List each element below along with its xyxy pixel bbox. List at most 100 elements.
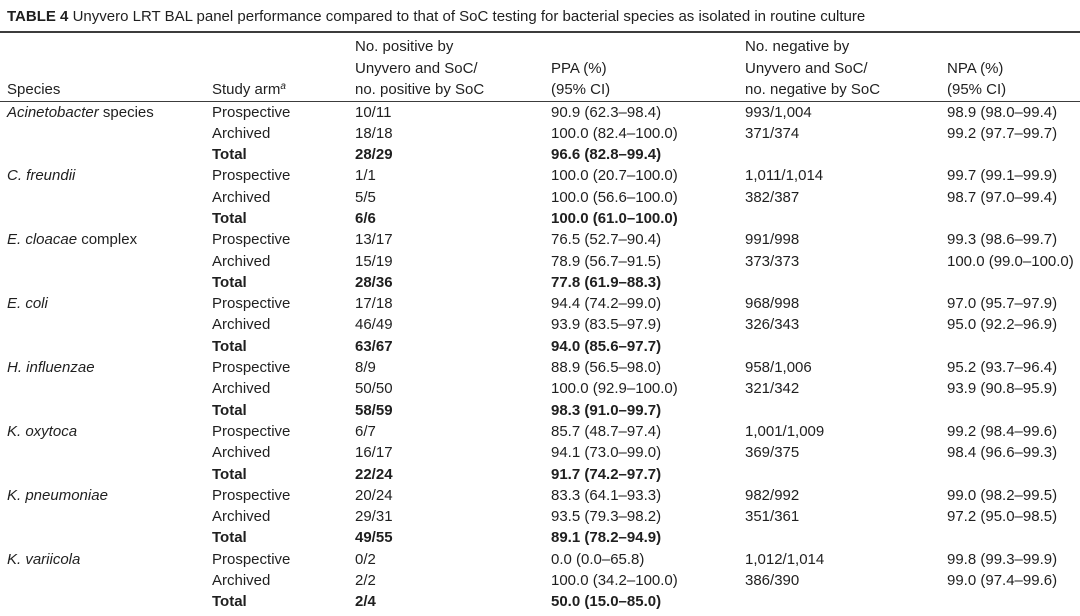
column-header-npa: NPA (%) (95% CI)	[947, 36, 1080, 101]
positive-agreement-count-cell: 58/59	[355, 401, 393, 419]
species-cell	[7, 272, 212, 293]
study-arm-cell: Archived	[212, 444, 271, 462]
species-name: E. cloacae	[7, 231, 78, 249]
table-row-prospective: K. variicola Prospective 0/2 0.0 (0.0–65.8)…	[7, 549, 1080, 570]
negative-agreement-count-cell: 993/1,004	[745, 103, 812, 121]
positive-agreement-count-cell: 8/9	[355, 359, 376, 377]
species-cell	[7, 336, 212, 357]
table-row-prospective: H. influenzae Prospective 8/9 88.9 (56.5–98…	[7, 357, 1080, 378]
ppa-cell: 100.0 (34.2–100.0)	[551, 572, 678, 590]
column-header-negative: No. negative by Unyvero and SoC/ no. neg…	[745, 36, 947, 101]
species-cell: E. cloacae complex	[7, 229, 212, 250]
negative-agreement-count-cell: 326/343	[745, 316, 800, 334]
positive-agreement-count-cell: 15/19	[355, 252, 393, 270]
npa-cell	[947, 400, 1080, 421]
negative-agreement-count-cell	[745, 464, 947, 485]
table-row-prospective: C. freundii Prospective 1/1 100.0 (20.7–100…	[7, 165, 1080, 186]
species-cell	[7, 251, 212, 272]
study-arm-cell: Total	[212, 209, 247, 227]
table-row-prospective: E. cloacae complex Prospective 13/17 76.5 (…	[7, 229, 1080, 250]
column-header-study-arm: Study arma	[212, 36, 355, 101]
npa-cell: 99.0 (97.4–99.6)	[947, 572, 1058, 590]
table-row-total: Total 63/67 94.0 (85.6–97.7)	[7, 336, 1080, 357]
study-arm-cell: Prospective	[212, 231, 291, 249]
negative-agreement-count-cell: 1,011/1,014	[745, 167, 824, 185]
positive-agreement-count-cell: 46/49	[355, 316, 393, 334]
table-row-archived: Archived 15/19 78.9 (56.7–91.5) 373/373 100.…	[7, 251, 1080, 272]
table-row-archived: Archived 2/2 100.0 (34.2–100.0) 386/390 99.0…	[7, 570, 1080, 591]
table-caption-text: Unyvero LRT BAL panel performance compar…	[72, 8, 866, 25]
species-cell: Acinetobacter species	[7, 102, 212, 123]
npa-cell: 99.7 (99.1–99.9)	[947, 167, 1058, 185]
species-cell	[7, 123, 212, 144]
species-name: K. oxytoca	[7, 422, 78, 440]
positive-agreement-count-cell: 2/2	[355, 572, 376, 590]
study-arm-cell: Archived	[212, 380, 271, 398]
positive-agreement-count-cell: 63/67	[355, 337, 393, 355]
negative-agreement-count-cell: 351/361	[745, 508, 800, 526]
column-header-study-arm-line: Study arma	[212, 79, 355, 101]
npa-cell: 99.2 (97.7–99.7)	[947, 124, 1058, 142]
ppa-cell: 78.9 (56.7–91.5)	[551, 252, 662, 270]
ppa-cell: 98.3 (91.0–99.7)	[551, 401, 662, 419]
study-arm-cell: Archived	[212, 508, 271, 526]
npa-cell: 98.7 (97.0–99.4)	[947, 188, 1058, 206]
table-row-archived: Archived 50/50 100.0 (92.9–100.0) 321/342 93…	[7, 378, 1080, 399]
positive-agreement-count-cell: 13/17	[355, 231, 393, 249]
positive-agreement-count-cell: 28/36	[355, 273, 393, 291]
ppa-cell: 94.0 (85.6–97.7)	[551, 337, 662, 355]
species-name: K. pneumoniae	[7, 486, 108, 504]
table-row-archived: Archived 18/18 100.0 (82.4–100.0) 371/374 99…	[7, 123, 1080, 144]
study-arm-cell: Archived	[212, 124, 271, 142]
table-caption: TABLE 4 Unyvero LRT BAL panel performanc…	[7, 7, 865, 27]
positive-agreement-count-cell: 29/31	[355, 508, 393, 526]
species-cell: C. freundii	[7, 165, 212, 186]
table-row-total: Total 58/59 98.3 (91.0–99.7)	[7, 400, 1080, 421]
species-cell	[7, 208, 212, 229]
npa-cell	[947, 144, 1080, 165]
ppa-cell: 100.0 (56.6–100.0)	[551, 188, 678, 206]
study-arm-cell: Total	[212, 337, 247, 355]
positive-agreement-count-cell: 0/2	[355, 550, 376, 568]
species-name: K. variicola	[7, 550, 81, 568]
table-row-total: Total 22/24 91.7 (74.2–97.7)	[7, 464, 1080, 485]
npa-cell	[947, 208, 1080, 229]
ppa-cell: 77.8 (61.9–88.3)	[551, 273, 662, 291]
negative-agreement-count-cell	[745, 272, 947, 293]
negative-agreement-count-cell	[745, 336, 947, 357]
positive-agreement-count-cell: 28/29	[355, 146, 393, 164]
negative-agreement-count-cell: 373/373	[745, 252, 800, 270]
ppa-cell: 50.0 (15.0–85.0)	[551, 593, 662, 611]
ppa-cell: 89.1 (78.2–94.9)	[551, 529, 662, 547]
npa-cell	[947, 591, 1080, 612]
negative-agreement-count-cell: 958/1,006	[745, 359, 812, 377]
negative-agreement-count-cell	[745, 527, 947, 548]
table-row-prospective: Acinetobacter species Prospective 10/11 90.…	[7, 102, 1080, 123]
species-name: C. freundii	[7, 167, 76, 185]
positive-agreement-count-cell: 18/18	[355, 124, 393, 142]
positive-agreement-count-cell: 1/1	[355, 167, 376, 185]
negative-agreement-count-cell: 1,001/1,009	[745, 422, 825, 440]
negative-agreement-count-cell: 321/342	[745, 380, 800, 398]
ppa-cell: 100.0 (61.0–100.0)	[551, 209, 678, 227]
table-row-archived: Archived 5/5 100.0 (56.6–100.0) 382/387 98.7…	[7, 187, 1080, 208]
ppa-cell: 83.3 (64.1–93.3)	[551, 486, 662, 504]
table-row-total: Total 28/36 77.8 (61.9–88.3)	[7, 272, 1080, 293]
positive-agreement-count-cell: 17/18	[355, 295, 393, 313]
study-arm-cell: Prospective	[212, 103, 291, 121]
positive-agreement-count-cell: 22/24	[355, 465, 393, 483]
study-arm-cell: Total	[212, 146, 247, 164]
npa-cell: 100.0 (99.0–100.0)	[947, 252, 1074, 270]
footnote-marker: a	[280, 81, 286, 92]
negative-agreement-count-cell	[745, 208, 947, 229]
ppa-cell: 85.7 (48.7–97.4)	[551, 422, 662, 440]
species-cell	[7, 378, 212, 399]
study-arm-cell: Total	[212, 273, 247, 291]
species-name: Acinetobacter	[7, 103, 99, 121]
study-arm-cell: Archived	[212, 572, 271, 590]
npa-cell	[947, 464, 1080, 485]
species-cell	[7, 144, 212, 165]
column-header-species: Species	[7, 36, 212, 101]
negative-agreement-count-cell: 371/374	[745, 124, 800, 142]
table-row-total: Total 28/29 96.6 (82.8–99.4)	[7, 144, 1080, 165]
